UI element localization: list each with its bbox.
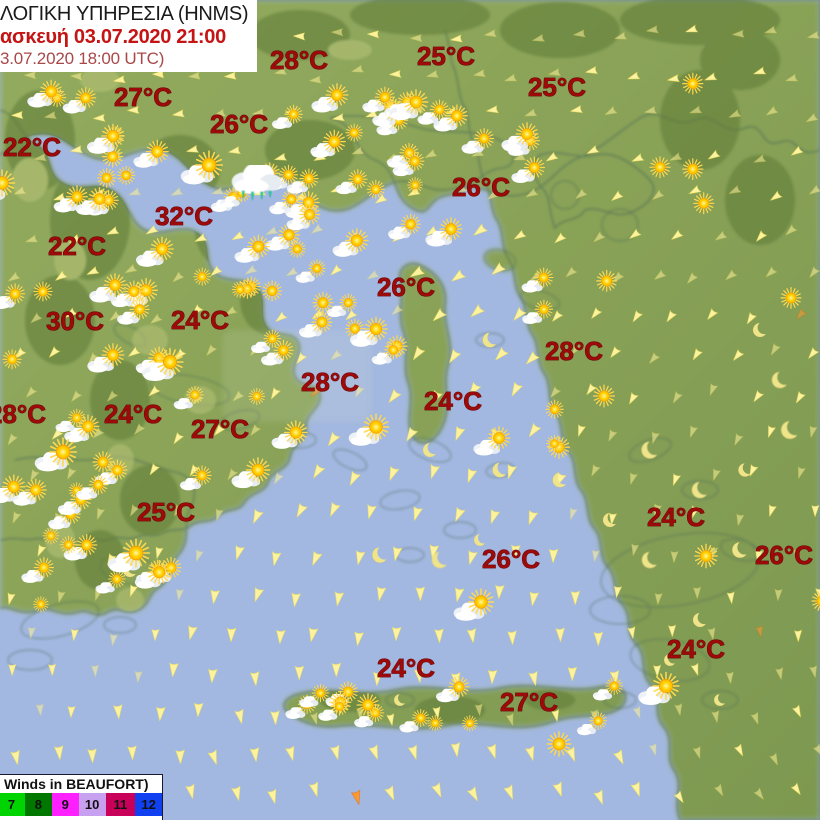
svg-text:27°C: 27°C (191, 414, 249, 444)
svg-text:22°C: 22°C (48, 231, 106, 261)
svg-text:26°C: 26°C (452, 172, 510, 202)
svg-text:25°C: 25°C (137, 497, 195, 527)
svg-text:26°C: 26°C (377, 272, 435, 302)
svg-text:24°C: 24°C (377, 653, 435, 683)
svg-text:24°C: 24°C (667, 634, 725, 664)
svg-text:27°C: 27°C (114, 82, 172, 112)
svg-text:22°C: 22°C (3, 132, 61, 162)
svg-text:26°C: 26°C (210, 109, 268, 139)
svg-text:24°C: 24°C (171, 305, 229, 335)
svg-text:30°C: 30°C (46, 306, 104, 336)
svg-text:25°C: 25°C (528, 72, 586, 102)
svg-text:24°C: 24°C (104, 399, 162, 429)
svg-text:24°C: 24°C (424, 386, 482, 416)
svg-text:32°C: 32°C (155, 201, 213, 231)
svg-text:26°C: 26°C (482, 544, 540, 574)
svg-text:27°C: 27°C (500, 687, 558, 717)
svg-text:24°C: 24°C (647, 502, 705, 532)
svg-text:25°C: 25°C (417, 41, 475, 71)
svg-text:26°C: 26°C (755, 540, 813, 570)
svg-text:28°C: 28°C (545, 336, 603, 366)
svg-text:28°C: 28°C (270, 45, 328, 75)
svg-text:28°C: 28°C (0, 399, 46, 429)
svg-text:28°C: 28°C (301, 367, 359, 397)
